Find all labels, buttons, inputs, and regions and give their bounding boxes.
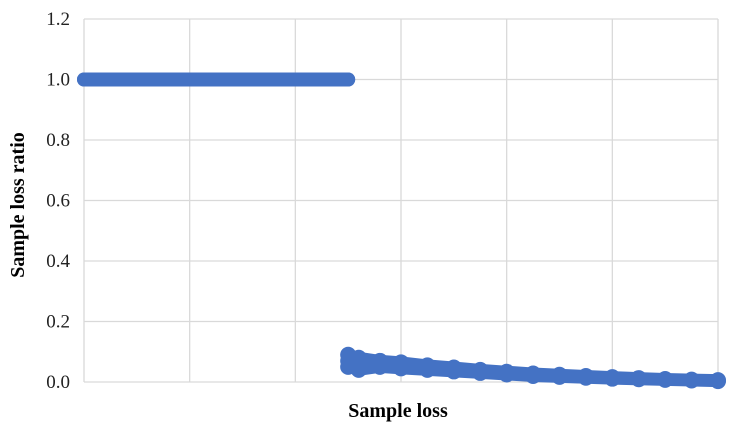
x-axis-title: Sample loss	[348, 400, 448, 422]
y-tick-label: 0.0	[46, 372, 70, 393]
y-tick-label: 0.4	[46, 251, 70, 272]
y-tick-label: 1.0	[46, 70, 70, 91]
y-tick-labels: 0.0 0.2 0.4 0.6 0.8 1.0 1.2	[46, 9, 70, 393]
y-tick-label: 0.8	[46, 130, 70, 151]
y-tick-label: 0.2	[46, 312, 70, 333]
data-band-lower	[348, 348, 718, 388]
data-series	[77, 72, 726, 390]
x-gridlines	[83, 19, 719, 382]
y-tick-label: 1.2	[46, 9, 70, 30]
y-tick-label: 0.6	[46, 191, 70, 212]
y-axis-title: Sample loss ratio	[7, 132, 29, 278]
